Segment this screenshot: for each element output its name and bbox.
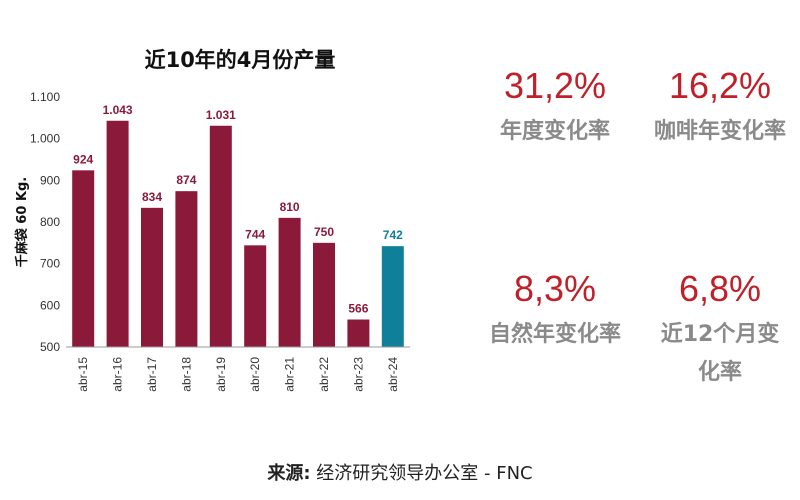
bar-value-label: 742 <box>383 228 403 242</box>
bar <box>106 120 129 347</box>
chart-title: 近10年的4月份产量 <box>144 48 336 72</box>
source-note: 来源: 经济研究领导办公室 - FNC <box>0 459 800 485</box>
kpi-label: 年度变化率 <box>499 119 610 144</box>
bar-value-label: 1.031 <box>206 108 236 122</box>
y-tick-label: 500 <box>40 340 60 354</box>
bar-value-label: 750 <box>314 225 334 239</box>
x-tick-label: abr-17 <box>145 357 159 392</box>
kpi-label: 自然年变化率 <box>488 322 621 347</box>
x-tick-label: abr-19 <box>214 357 228 392</box>
x-tick-label: abr-18 <box>179 357 193 392</box>
bar <box>347 319 370 347</box>
y-axis-title: 千麻袋 60 Kg. <box>14 177 30 267</box>
y-tick-label: 800 <box>40 215 60 229</box>
bar <box>313 242 335 347</box>
y-tick-label: 1.100 <box>30 90 60 104</box>
kpi-coffee-year-change: 16,2% 咖啡年变化率 <box>640 65 800 151</box>
x-tick-label: abr-22 <box>317 357 331 392</box>
kpi-label: 近12个月变化率 <box>660 322 780 385</box>
bar-value-label: 744 <box>245 227 265 241</box>
y-tick-label: 600 <box>40 298 60 312</box>
kpi-value: 16,2% <box>668 65 772 106</box>
bar-value-label: 874 <box>176 173 196 187</box>
bar <box>244 245 267 347</box>
bar-chart: 500 600 700 800 900 1.000 1.100 千麻袋 60 Kg. 924 ab… <box>14 90 410 392</box>
x-tick-label: abr-16 <box>111 357 125 392</box>
kpi-calendar-year-change: 8,3% 自然年变化率 <box>480 268 630 354</box>
bar <box>381 246 404 347</box>
kpi-label: 咖啡年变化率 <box>653 119 786 144</box>
x-tick-label: abr-15 <box>76 357 90 392</box>
y-tick-label: 700 <box>40 257 60 271</box>
x-tick-label: abr-21 <box>283 357 297 392</box>
bar <box>209 125 232 347</box>
bar-value-label: 924 <box>73 152 93 166</box>
kpi-value: 31,2% <box>503 65 607 106</box>
x-tick-label: abr-24 <box>386 357 400 392</box>
kpi-annual-change: 31,2% 年度变化率 <box>480 65 630 151</box>
bar <box>278 217 301 347</box>
source-text: 经济研究领导办公室 - FNC <box>316 463 533 484</box>
bar-value-label: 810 <box>280 200 300 214</box>
kpi-value: 6,8% <box>678 268 762 309</box>
bar <box>141 207 163 347</box>
kpi-value: 8,3% <box>513 268 597 309</box>
y-tick-label: 1.000 <box>30 132 60 146</box>
bar-value-label: 1.043 <box>103 103 133 117</box>
kpi-12-month-change: 6,8% 近12个月变化率 <box>650 268 790 392</box>
bar-value-label: 566 <box>348 302 368 316</box>
y-tick-label: 900 <box>40 173 60 187</box>
bar <box>72 170 95 347</box>
x-tick-label: abr-20 <box>248 357 262 392</box>
source-label: 来源: <box>267 463 311 484</box>
bar <box>175 191 198 347</box>
bar-value-label: 834 <box>142 190 162 204</box>
x-tick-label: abr-23 <box>351 357 365 392</box>
